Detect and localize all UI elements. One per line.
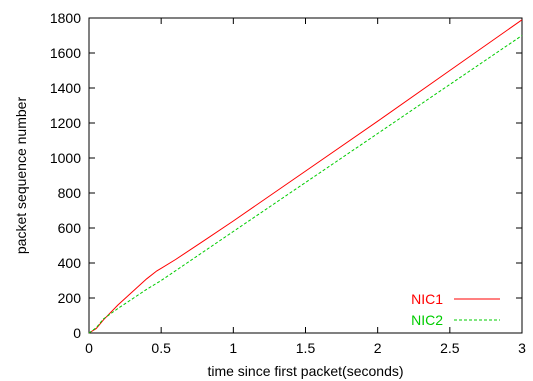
x-tick-label: 1 (229, 340, 237, 356)
legend: NIC1 NIC2 (411, 291, 500, 328)
y-tick-label: 200 (58, 290, 82, 306)
x-axis-title: time since first packet(seconds) (207, 363, 403, 379)
y-tick-label: 1200 (50, 115, 81, 131)
x-tick-label: 3 (518, 340, 526, 356)
y-tick-label: 1000 (50, 150, 81, 166)
y-tick-label: 400 (58, 255, 82, 271)
series-line-nic2 (88, 35, 523, 334)
x-tick-label: 2.5 (440, 340, 460, 356)
legend-label-nic2: NIC2 (411, 312, 443, 328)
x-tick-label: 0.5 (151, 340, 171, 356)
series-lines (88, 19, 523, 334)
y-tick-label: 1800 (50, 10, 81, 26)
axis-ticks: 0 0.5 1 1.5 2 2.5 3 0 200 400 600 800 1000 1200 1400 16… (50, 10, 526, 356)
y-tick-label: 0 (73, 325, 81, 341)
y-tick-label: 600 (58, 220, 82, 236)
legend-label-nic1: NIC1 (411, 291, 443, 307)
x-tick-label: 0 (85, 340, 93, 356)
y-tick-label: 1600 (50, 45, 81, 61)
y-axis-title: packet sequence number (13, 97, 29, 255)
y-tick-label: 800 (58, 185, 82, 201)
x-tick-label: 1.5 (296, 340, 316, 356)
series-line-nic1 (88, 19, 523, 334)
y-tick-label: 1400 (50, 80, 81, 96)
x-tick-label: 2 (374, 340, 382, 356)
